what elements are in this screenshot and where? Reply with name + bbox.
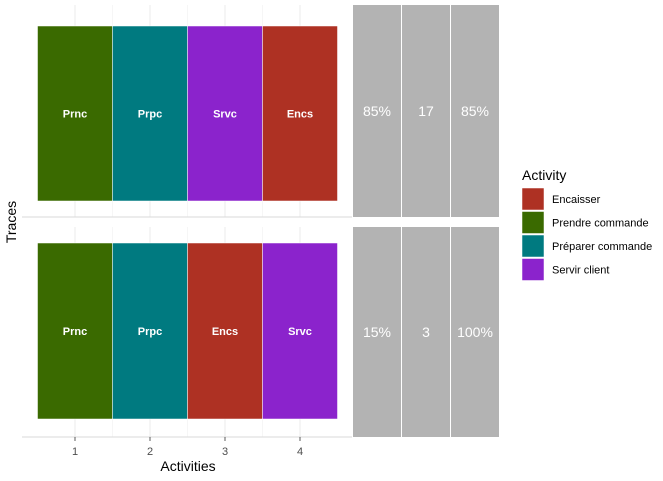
activity-tile [262, 242, 338, 420]
trace-stat-label: 85% [363, 103, 391, 119]
activity-tile [187, 242, 263, 420]
activity-tile [262, 25, 338, 202]
x-tick-label: 3 [222, 446, 228, 458]
trace-stat-label: 15% [363, 324, 391, 340]
x-axis-title: Activities [160, 458, 215, 474]
legend-swatch [521, 258, 545, 281]
legend-swatch [521, 234, 545, 258]
activity-tile [112, 25, 188, 202]
activity-tile-label: Prpc [138, 326, 162, 338]
legend-entries: Encaisser Prendre commande Préparer comman… [521, 187, 652, 281]
trace-stat-label: 17 [418, 103, 434, 119]
legend: Activity Encaisser Prendre commande Prépar… [521, 167, 652, 281]
trace-stat-box [353, 227, 401, 437]
trace-stat-label: 100% [457, 324, 493, 340]
trace-stat-box [451, 227, 499, 437]
trace-panels: Prnc Prpc Srvc Encs 85% 17 85% Prnc Prpc Encs Srvc… [22, 5, 499, 438]
trace-row: Prnc Prpc Srvc Encs 85% 17 85% [22, 5, 499, 218]
x-axis: 1 2 3 4 [72, 437, 303, 458]
trace-row: Prnc Prpc Encs Srvc 15% 3 100% [22, 227, 499, 438]
trace-stat-box [353, 5, 401, 217]
activity-tile-label: Prnc [63, 109, 87, 121]
activity-tile [37, 25, 113, 202]
x-tick-label: 4 [297, 446, 303, 458]
activity-tile-label: Prnc [63, 326, 87, 338]
legend-swatch [521, 211, 545, 234]
trace-stat-box [402, 5, 450, 217]
activity-tile [37, 242, 113, 420]
trace-stat-label: 85% [461, 103, 489, 119]
activity-tile-label: Prpc [138, 109, 162, 121]
trace-stat-box [402, 227, 450, 437]
y-axis-title: Traces [3, 201, 19, 243]
activity-tile-label: Encs [212, 326, 238, 338]
legend-swatch [521, 187, 545, 211]
trace-stat-box [451, 5, 499, 217]
x-tick-label: 2 [147, 446, 153, 458]
x-tick-label: 1 [72, 446, 78, 458]
activity-tile-label: Srvc [213, 109, 237, 121]
legend-entry-label: Encaisser [552, 194, 601, 206]
trace-stat-label: 3 [422, 324, 430, 340]
legend-entry-label: Prendre commande [552, 218, 649, 230]
activity-tile-label: Encs [287, 109, 313, 121]
activity-tile-label: Srvc [288, 326, 312, 338]
activity-tile [112, 242, 188, 420]
legend-entry-label: Servir client [552, 265, 609, 277]
legend-title: Activity [522, 167, 566, 183]
legend-entry-label: Préparer commande [552, 241, 652, 253]
activity-tile [187, 25, 263, 202]
